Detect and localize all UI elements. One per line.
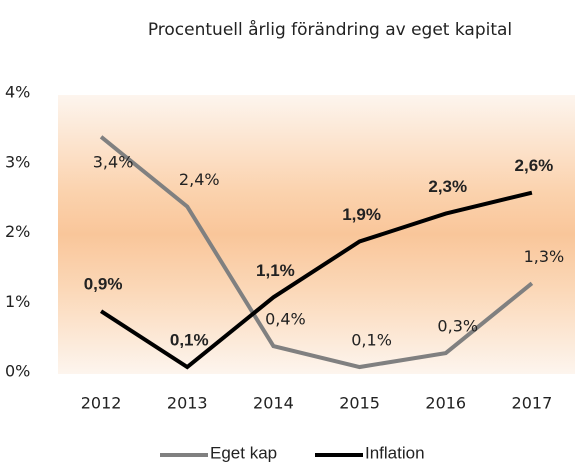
data-label: 0,1%: [351, 331, 392, 350]
x-tick-label: 2014: [253, 394, 294, 413]
x-tick-label: 2015: [339, 394, 380, 413]
series-line: [99, 135, 534, 370]
chart-title: Procentuell årlig förändring av eget kap…: [148, 19, 512, 40]
x-tick-label: 2017: [512, 394, 553, 413]
legend-label: Eget kap: [210, 443, 277, 462]
plot-area: [58, 95, 575, 374]
y-tick-label: 0%: [5, 362, 30, 381]
data-label: 2,6%: [515, 156, 554, 175]
data-label: 2,3%: [428, 177, 467, 196]
x-tick-label: 2016: [425, 394, 466, 413]
y-tick-label: 4%: [5, 83, 30, 102]
data-label: 0,3%: [437, 317, 478, 336]
y-tick-label: 2%: [5, 222, 30, 241]
data-label: 0,9%: [84, 275, 123, 294]
legend-label: Inflation: [365, 443, 425, 462]
data-label: 1,9%: [342, 205, 381, 224]
data-label: 0,4%: [265, 310, 306, 329]
data-label: 1,3%: [524, 247, 565, 266]
series-line: [99, 190, 533, 370]
x-tick-label: 2012: [81, 394, 122, 413]
data-label: 0,1%: [170, 331, 209, 350]
data-label: 1,1%: [256, 261, 295, 280]
x-tick-label: 2013: [167, 394, 208, 413]
data-label: 2,4%: [179, 170, 220, 189]
y-tick-label: 1%: [5, 292, 30, 311]
data-label: 3,4%: [93, 152, 134, 171]
y-tick-label: 3%: [5, 152, 30, 171]
